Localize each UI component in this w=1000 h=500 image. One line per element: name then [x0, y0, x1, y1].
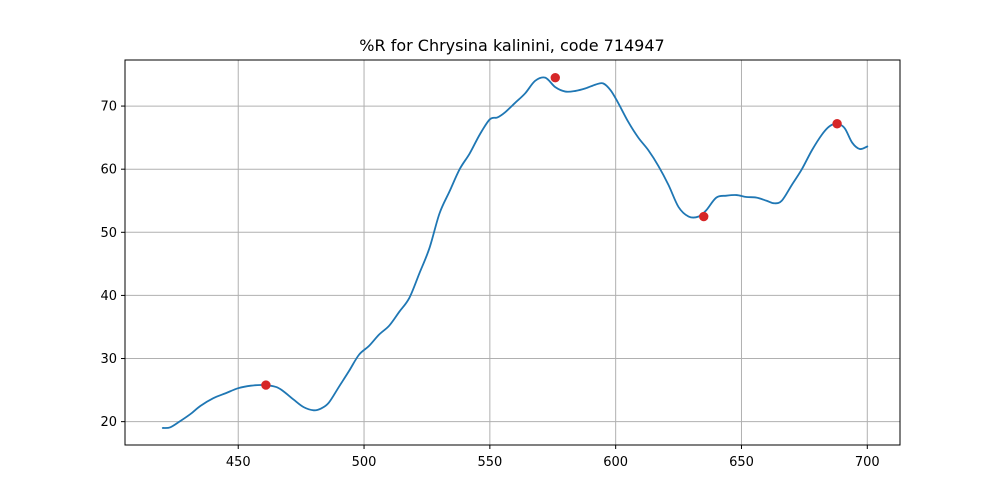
y-tick-label: 50	[100, 226, 117, 241]
x-tick-label: 650	[729, 455, 754, 470]
extremum-point	[550, 72, 560, 83]
extremum-point	[699, 211, 709, 222]
extremum-point	[261, 380, 271, 390]
grid-lines	[125, 60, 900, 445]
series-layer	[161, 76, 869, 429]
x-tick-label: 600	[603, 455, 628, 470]
x-tick-label: 500	[352, 455, 377, 470]
chart-title: %R for Chrysina kalinini, code 714947	[359, 36, 664, 55]
tick-layer: 450 500 550 600 650 700 20 30 40 50 60 70	[100, 100, 879, 470]
y-tick-label: 20	[100, 415, 117, 430]
x-tick-label: 550	[477, 455, 502, 470]
y-tick-label: 30	[100, 352, 117, 367]
plot-frame	[124, 59, 901, 446]
marker-layer	[261, 72, 842, 390]
x-tick-label: 450	[226, 455, 251, 470]
y-tick-label: 70	[100, 100, 117, 115]
reflectance-line	[161, 76, 869, 429]
y-tick-label: 60	[100, 163, 117, 178]
extremum-point	[832, 119, 842, 129]
x-tick-label: 700	[855, 455, 880, 470]
y-tick-label: 40	[100, 289, 117, 304]
